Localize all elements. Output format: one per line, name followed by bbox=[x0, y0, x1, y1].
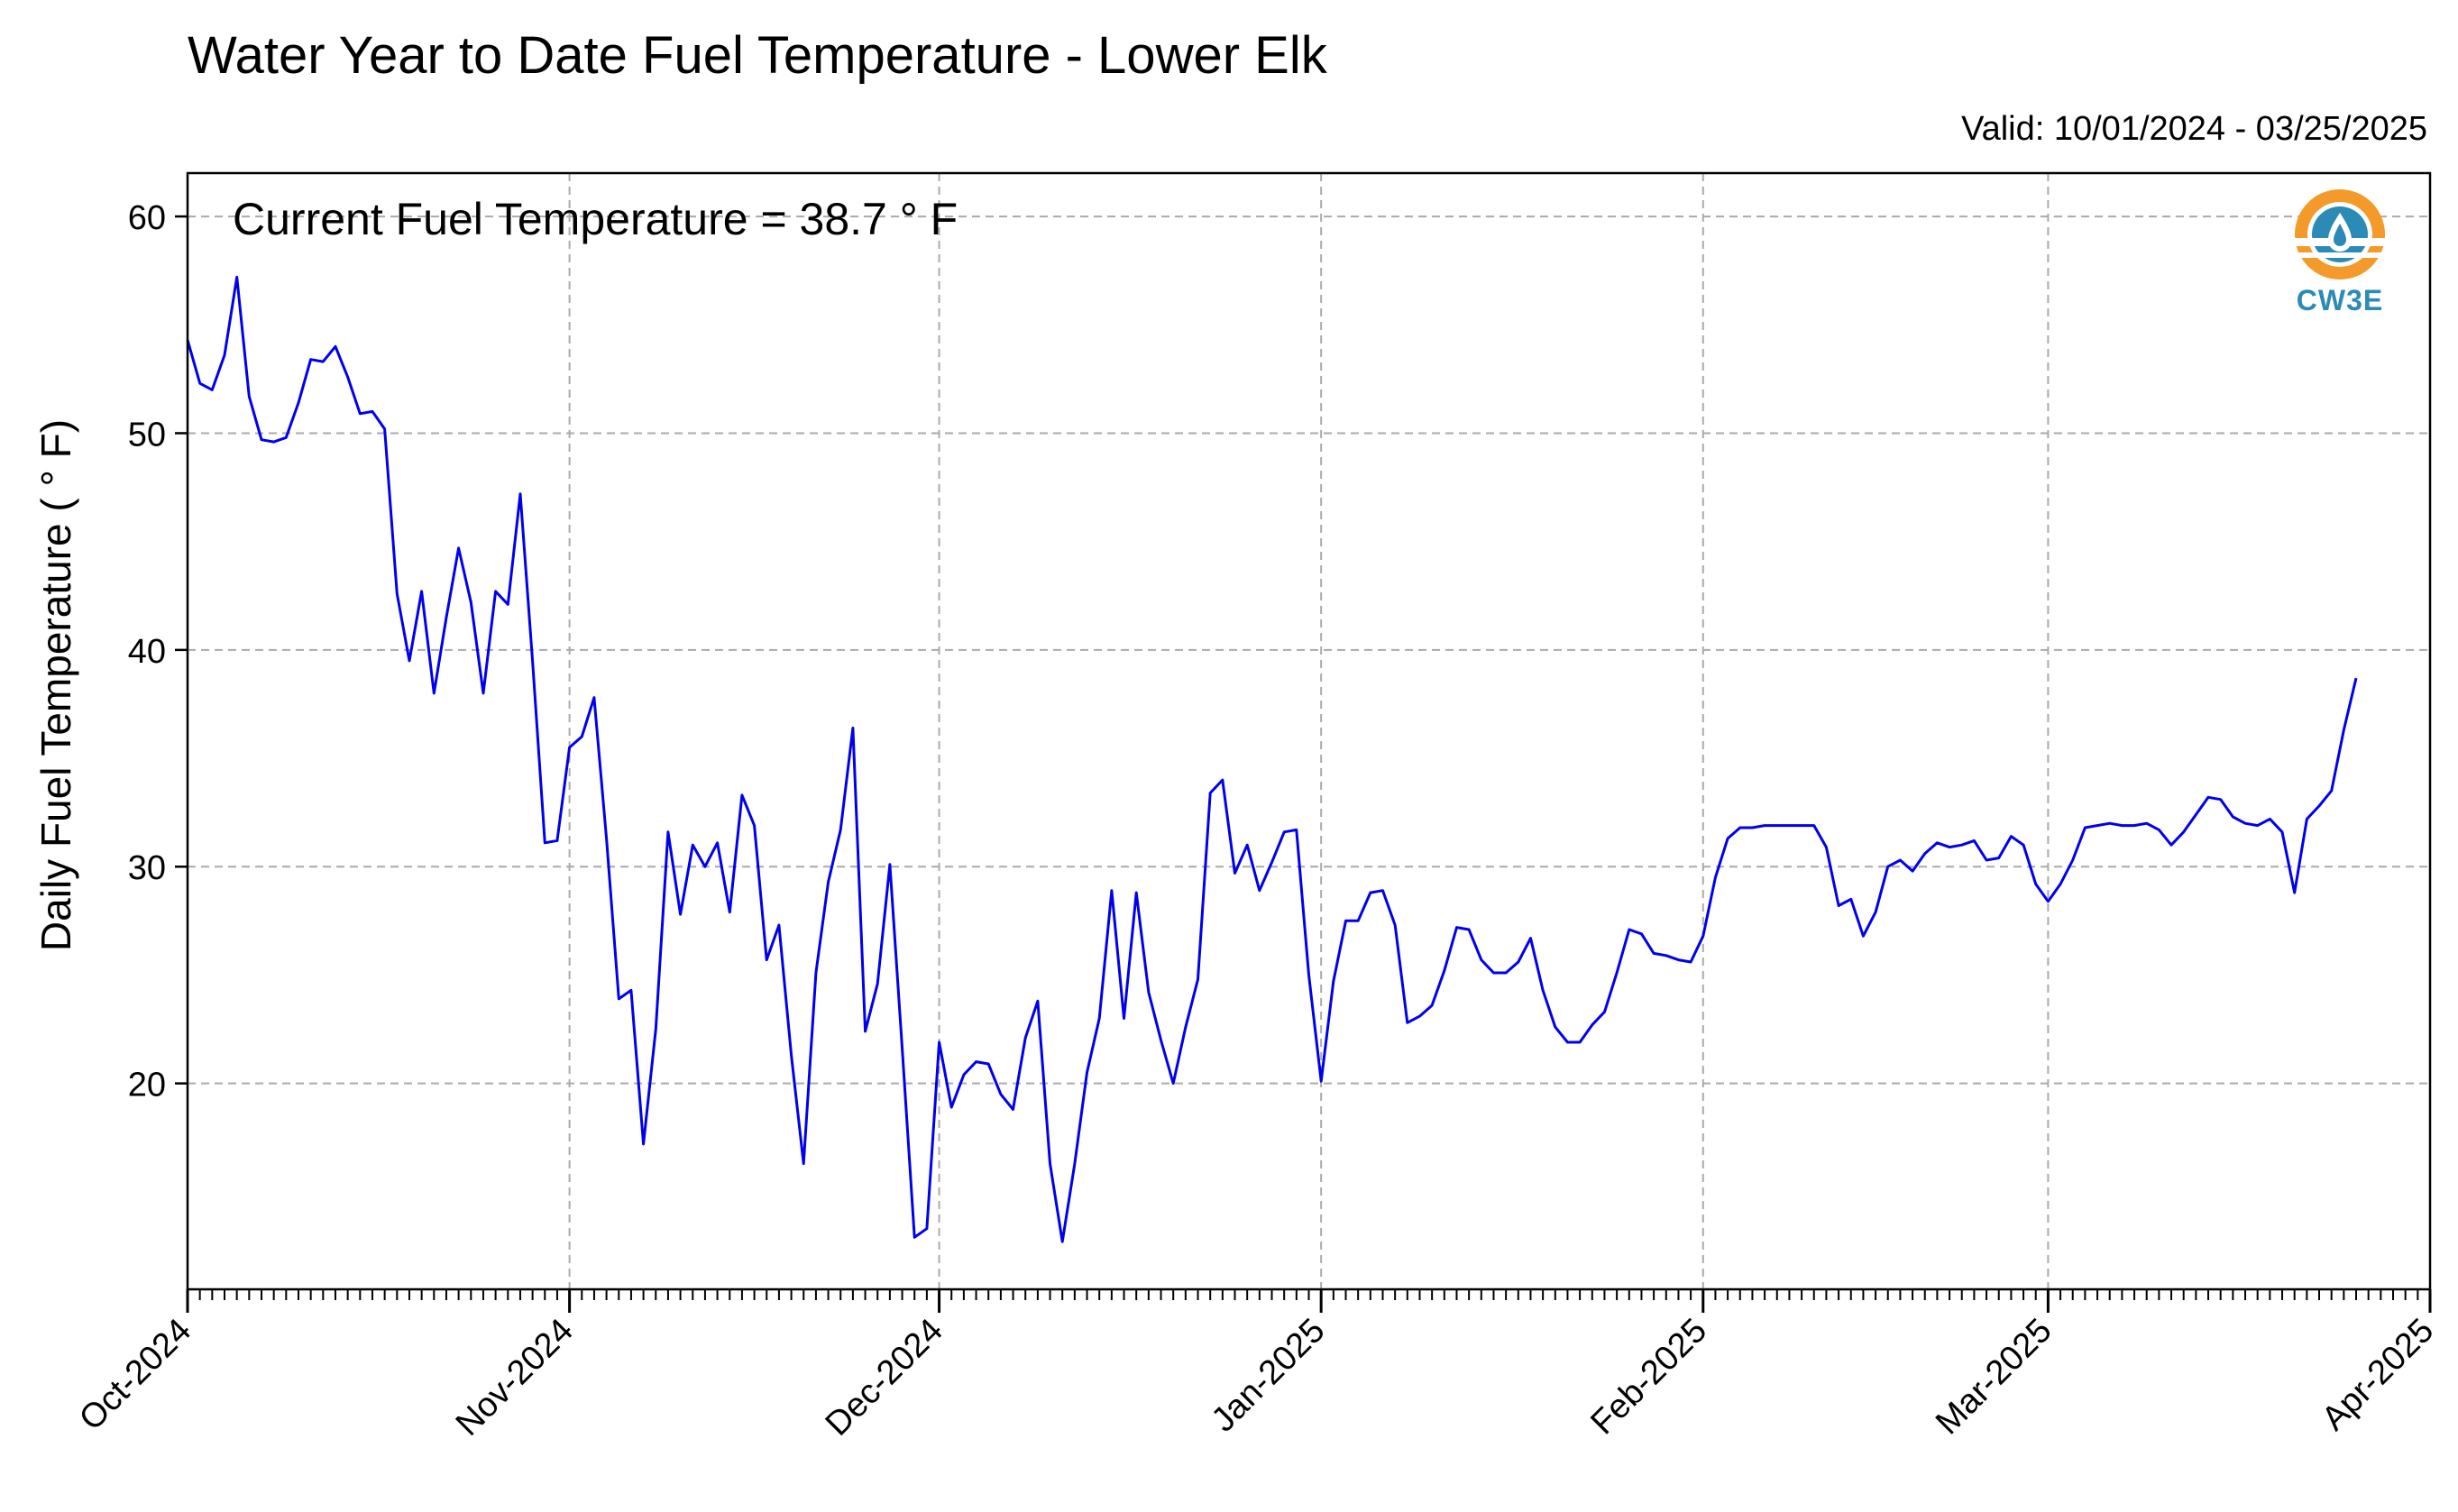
y-tick-label: 20 bbox=[128, 1067, 166, 1104]
y-tick-label: 50 bbox=[128, 416, 166, 454]
x-tick-labels: Oct-2024 Nov-2024 Dec-2024 Jan-2025 Feb-2025… bbox=[72, 1312, 2441, 1443]
x-tick-label: Oct-2024 bbox=[72, 1312, 198, 1438]
x-tick-label: Feb-2025 bbox=[1583, 1312, 1714, 1443]
logo-text: CW3E bbox=[2296, 284, 2384, 316]
chart-title: Water Year to Date Fuel Temperature - Lo… bbox=[188, 26, 1327, 85]
x-tick-label: Jan-2025 bbox=[1205, 1312, 1333, 1440]
x-tick-label: Dec-2024 bbox=[819, 1312, 950, 1443]
x-tick-label: Mar-2025 bbox=[1929, 1312, 2059, 1443]
valid-date-range: Valid: 10/01/2024 - 03/25/2025 bbox=[1961, 110, 2427, 148]
cw3e-logo-icon bbox=[2293, 189, 2387, 279]
series-line-fuel-temperature bbox=[186, 275, 2358, 1243]
current-temperature-annotation: Current Fuel Temperature = 38.7 ° F bbox=[233, 194, 958, 244]
plot-frame bbox=[186, 171, 2432, 1291]
grid-lines bbox=[187, 173, 2431, 1289]
y-tick-label: 40 bbox=[128, 633, 166, 671]
y-tick-label: 60 bbox=[128, 199, 166, 237]
x-tick-label: Nov-2024 bbox=[449, 1312, 581, 1443]
axis-ticks bbox=[175, 215, 2432, 1313]
y-tick-label: 30 bbox=[128, 849, 166, 887]
x-tick-label: Apr-2025 bbox=[2315, 1312, 2441, 1438]
y-axis-label: Daily Fuel Temperature ( ° F) bbox=[32, 419, 79, 951]
y-tick-labels: 20 30 40 50 60 bbox=[128, 199, 166, 1104]
